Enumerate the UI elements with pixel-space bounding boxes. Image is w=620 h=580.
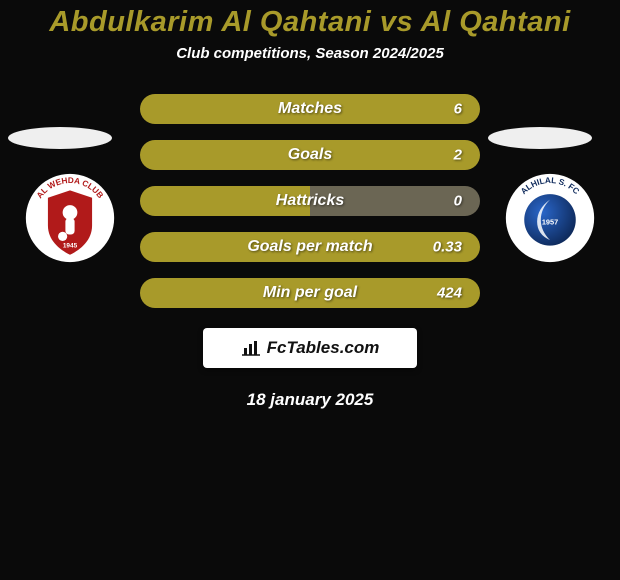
stat-value-right: 0 bbox=[454, 193, 462, 210]
stat-value-right: 6 bbox=[454, 101, 462, 118]
stat-row-goals-per-match: Goals per match 0.33 bbox=[140, 232, 480, 262]
page-title: Abdulkarim Al Qahtani vs Al Qahtani bbox=[0, 0, 620, 39]
stat-value-right: 424 bbox=[437, 285, 462, 302]
date-label: 18 january 2025 bbox=[0, 390, 620, 410]
stat-row-min-per-goal: Min per goal 424 bbox=[140, 278, 480, 308]
bar-chart-icon bbox=[241, 340, 261, 356]
al-hilal-crest: ALHILAL S. FC 1957 bbox=[504, 172, 596, 264]
stat-label: Goals per match bbox=[247, 238, 372, 256]
al-wehda-crest: AL WEHDA CLUB 1945 bbox=[24, 172, 116, 264]
fctables-badge: FcTables.com bbox=[203, 328, 417, 368]
stat-value-right: 2 bbox=[454, 147, 462, 164]
pedestal-right bbox=[488, 127, 592, 149]
svg-text:1957: 1957 bbox=[542, 217, 558, 226]
stat-bars: Matches 6 Goals 2 Hattricks 0 Goals per match 0… bbox=[140, 94, 480, 308]
stat-row-hattricks: Hattricks 0 bbox=[140, 186, 480, 216]
stat-value-right: 0.33 bbox=[433, 239, 462, 256]
stat-label: Matches bbox=[278, 100, 342, 118]
stat-label: Min per goal bbox=[263, 284, 357, 302]
stat-row-goals: Goals 2 bbox=[140, 140, 480, 170]
stat-label: Hattricks bbox=[276, 192, 344, 210]
stat-label: Goals bbox=[288, 146, 332, 164]
subtitle: Club competitions, Season 2024/2025 bbox=[0, 45, 620, 62]
svg-text:1945: 1945 bbox=[63, 242, 78, 249]
pedestal-left bbox=[8, 127, 112, 149]
stat-row-matches: Matches 6 bbox=[140, 94, 480, 124]
fctables-label: FcTables.com bbox=[267, 338, 380, 358]
